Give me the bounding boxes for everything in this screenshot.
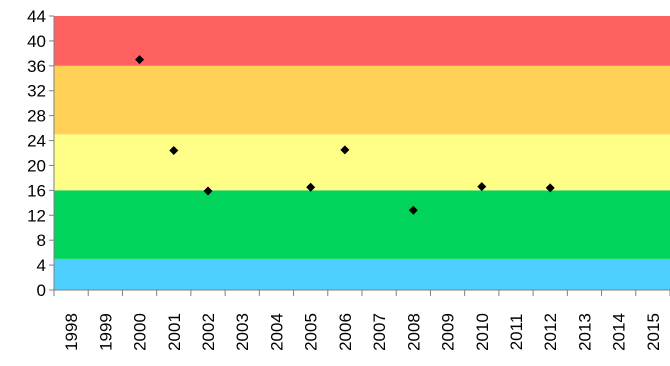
x-tick-label: 2008 xyxy=(404,313,423,351)
y-tick-label: 20 xyxy=(27,156,46,175)
y-tick-label: 0 xyxy=(37,281,46,300)
x-tick-label: 1999 xyxy=(96,313,115,351)
y-tick-label: 44 xyxy=(27,7,46,26)
y-tick-label: 4 xyxy=(37,256,46,275)
risk-bands xyxy=(54,16,670,290)
x-tick-label: 2005 xyxy=(302,313,321,351)
y-tick-label: 28 xyxy=(27,107,46,126)
x-tick-label: 2003 xyxy=(233,313,252,351)
y-tick-label: 40 xyxy=(27,32,46,51)
data-point xyxy=(203,186,213,196)
x-tick-label: 2010 xyxy=(473,313,492,351)
data-points xyxy=(135,55,555,215)
x-tick-label: 1998 xyxy=(62,313,81,351)
x-tick-label: 2009 xyxy=(439,313,458,351)
data-point xyxy=(545,183,555,193)
x-tick-label: 2011 xyxy=(507,314,526,351)
data-point xyxy=(477,182,487,192)
data-point xyxy=(408,205,418,215)
x-tick-label: 2006 xyxy=(336,313,355,351)
y-tick-label: 36 xyxy=(27,57,46,76)
y-tick-label: 32 xyxy=(27,82,46,101)
x-tick-label: 2000 xyxy=(131,313,150,351)
data-point xyxy=(169,146,179,156)
band-0 xyxy=(54,258,670,290)
y-tick-label: 8 xyxy=(37,231,46,250)
x-tick-label: 2013 xyxy=(575,313,594,351)
x-tick-label: 2015 xyxy=(644,313,663,351)
data-point xyxy=(306,182,316,192)
y-tick-label: 16 xyxy=(27,181,46,200)
y-axis-ticks: 0 4 8 12 16 20 24 28 32 36 40 44 xyxy=(27,7,54,300)
band-4 xyxy=(54,16,670,66)
x-tick-label: 2012 xyxy=(541,313,560,351)
band-2 xyxy=(54,134,670,191)
y-tick-label: 24 xyxy=(27,132,46,151)
x-tick-label: 2007 xyxy=(370,313,389,351)
y-tick-label: 12 xyxy=(27,206,46,225)
x-tick-label: 2014 xyxy=(610,313,629,351)
x-tick-label: 2004 xyxy=(267,313,286,351)
band-3 xyxy=(54,65,670,135)
x-tick-label: 2002 xyxy=(199,313,218,351)
data-point xyxy=(135,55,145,65)
x-tick-label: 2001 xyxy=(165,313,184,351)
band-1 xyxy=(54,190,670,259)
data-point xyxy=(340,145,350,155)
x-axis-ticks: 1998 1999 2000 2001 2002 2003 2004 2005 2006 2007… xyxy=(53,290,670,351)
